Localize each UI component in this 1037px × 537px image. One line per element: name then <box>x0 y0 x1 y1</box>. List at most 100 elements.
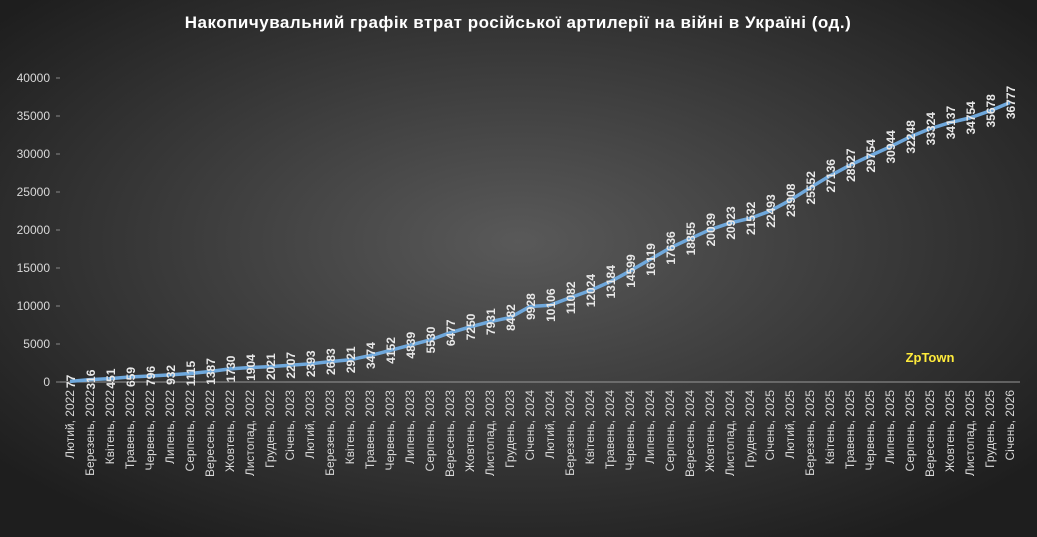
data-label: 1115 <box>184 361 198 387</box>
x-tick-label: Квітень, 2024 <box>583 390 597 465</box>
data-label: 32248 <box>904 120 918 154</box>
x-tick-label: Листопад, 2023 <box>483 390 497 476</box>
data-label: 7931 <box>484 308 498 335</box>
x-tick-label: Серпень, 2023 <box>423 390 437 472</box>
x-tick-label: Серпень, 2024 <box>663 390 677 472</box>
x-tick-label: Квітень, 2025 <box>823 390 837 465</box>
data-label: 2683 <box>324 348 338 375</box>
x-tick-label: Квітень, 2023 <box>343 390 357 465</box>
x-tick-label: Липень, 2023 <box>403 390 417 464</box>
data-label: 36777 <box>1004 85 1018 119</box>
data-label: 316 <box>84 369 98 389</box>
x-tick-label: Квітень, 2022 <box>103 390 117 465</box>
data-label: 659 <box>124 367 138 387</box>
y-tick-label: 30000 <box>17 147 51 161</box>
data-label: 20039 <box>704 213 718 247</box>
x-tick-label: Липень, 2025 <box>883 390 897 464</box>
data-label: 23908 <box>784 183 798 217</box>
data-label: 34754 <box>964 101 978 135</box>
data-label: 4152 <box>384 337 398 364</box>
data-label: 27136 <box>824 159 838 193</box>
data-label: 18855 <box>684 222 698 256</box>
y-tick-label: 35000 <box>17 109 51 123</box>
data-label: 6477 <box>444 319 458 346</box>
x-tick-label: Липень, 2022 <box>163 390 177 464</box>
x-tick-label: Травень, 2022 <box>123 390 137 469</box>
x-tick-label: Травень, 2025 <box>843 390 857 469</box>
y-tick-label: 40000 <box>17 71 51 85</box>
data-label: 2207 <box>284 352 298 379</box>
x-tick-label: Травень, 2023 <box>363 390 377 469</box>
data-label: 12024 <box>584 274 598 308</box>
x-tick-label: Листопад, 2025 <box>963 390 977 476</box>
data-label: 34137 <box>944 106 958 140</box>
data-label: 4839 <box>404 332 418 359</box>
data-label: 932 <box>164 365 178 385</box>
x-tick-label: Лютий, 2022 <box>63 390 77 459</box>
x-tick-label: Лютий, 2024 <box>543 390 557 459</box>
data-label: 2921 <box>344 346 358 373</box>
data-label: 33324 <box>924 112 938 146</box>
annotation: ZpTown <box>906 350 955 365</box>
y-tick-label: 25000 <box>17 185 51 199</box>
x-tick-label: Вересень, 2024 <box>683 390 697 477</box>
data-label: 28527 <box>844 148 858 182</box>
x-tick-label: Грудень, 2023 <box>503 390 517 468</box>
x-tick-label: Січень, 2023 <box>283 390 297 461</box>
x-tick-label: Лютий, 2023 <box>303 390 317 459</box>
x-tick-label: Червень, 2023 <box>383 390 397 471</box>
data-label: 1387 <box>204 358 218 385</box>
data-label: 17636 <box>664 231 678 265</box>
y-tick-label: 0 <box>43 375 50 389</box>
y-tick-label: 5000 <box>23 337 50 351</box>
x-tick-label: Серпень, 2025 <box>903 390 917 472</box>
data-label: 16119 <box>644 243 658 276</box>
data-label: 451 <box>104 368 118 388</box>
x-tick-label: Грудень, 2025 <box>983 390 997 468</box>
data-label: 1904 <box>244 354 258 381</box>
data-label: 1730 <box>224 355 238 382</box>
chart-title: Накопичувальний графік втрат російської … <box>185 13 851 32</box>
x-tick-label: Березень, 2024 <box>563 390 577 476</box>
x-tick-label: Липень, 2024 <box>643 390 657 464</box>
x-tick-label: Грудень, 2024 <box>743 390 757 468</box>
data-label: 14599 <box>624 254 638 288</box>
data-label: 29754 <box>864 139 878 173</box>
x-tick-label: Січень, 2024 <box>523 390 537 461</box>
data-label: 35678 <box>984 94 998 128</box>
x-tick-label: Серпень, 2022 <box>183 390 197 472</box>
data-label: 11082 <box>564 281 578 314</box>
x-tick-label: Січень, 2025 <box>763 390 777 461</box>
data-label: 30944 <box>884 130 898 164</box>
x-tick-label: Вересень, 2022 <box>203 390 217 477</box>
x-tick-label: Листопад, 2024 <box>723 390 737 476</box>
y-tick-label: 15000 <box>17 261 51 275</box>
data-label: 21532 <box>744 201 758 235</box>
data-label: 8482 <box>504 304 518 331</box>
data-label: 25552 <box>804 171 818 205</box>
data-label: 22493 <box>764 194 778 228</box>
x-tick-label: Червень, 2024 <box>623 390 637 471</box>
x-tick-label: Березень, 2022 <box>83 390 97 476</box>
x-tick-label: Жовтень, 2023 <box>463 390 477 472</box>
x-tick-label: Червень, 2025 <box>863 390 877 471</box>
y-tick-label: 10000 <box>17 299 51 313</box>
data-label: 77 <box>64 374 78 388</box>
data-label: 9928 <box>524 293 538 320</box>
data-label: 13184 <box>604 265 618 299</box>
x-tick-label: Грудень, 2022 <box>263 390 277 468</box>
data-label: 2393 <box>304 350 318 377</box>
line <box>69 100 1011 384</box>
x-tick-label: Вересень, 2025 <box>923 390 937 477</box>
x-tick-label: Червень, 2022 <box>143 390 157 471</box>
data-label: 10106 <box>544 288 558 322</box>
x-tick-label: Жовтень, 2024 <box>703 390 717 472</box>
x-tick-label: Вересень, 2023 <box>443 390 457 477</box>
x-tick-label: Жовтень, 2022 <box>223 390 237 472</box>
data-label: 7250 <box>464 313 478 340</box>
x-tick-label: Березень, 2025 <box>803 390 817 476</box>
y-tick-label: 20000 <box>17 223 51 237</box>
